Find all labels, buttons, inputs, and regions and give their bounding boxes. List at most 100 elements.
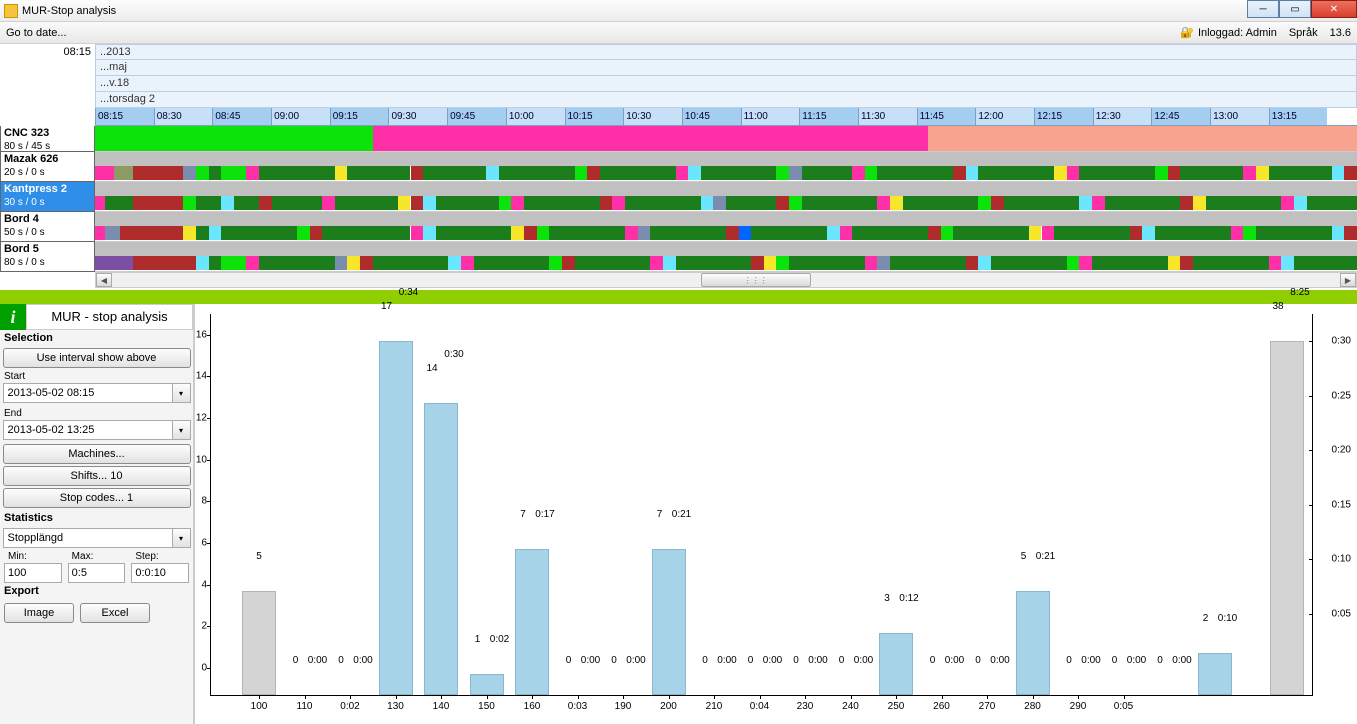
scroll-right-button[interactable]: ▶: [1340, 273, 1356, 287]
export-image-button[interactable]: Image: [4, 603, 74, 623]
end-date-picker-icon[interactable]: ▾: [172, 421, 190, 439]
machine-timeline[interactable]: [95, 212, 1357, 242]
x-tick-label: 150: [478, 701, 495, 712]
date-row[interactable]: ...v.18: [95, 76, 1357, 92]
histogram-chart: 02468101214160:050:100:150:200:250:30500…: [195, 304, 1357, 724]
date-row[interactable]: ..2013: [95, 44, 1357, 60]
y2-tick-label: 0:30: [1315, 336, 1351, 347]
chart-bar[interactable]: [879, 633, 913, 695]
use-interval-button[interactable]: Use interval show above: [3, 348, 191, 368]
stopcodes-button[interactable]: Stop codes... 1: [3, 488, 191, 508]
bar-count-label: 5: [256, 551, 262, 562]
date-row[interactable]: ...maj: [95, 60, 1357, 76]
bar-count-label: 0: [611, 655, 617, 666]
bar-time-label: 0:00: [808, 655, 827, 666]
bar-count-label: 0: [1157, 655, 1163, 666]
machine-row: CNC 32380 s / 45 s: [0, 126, 1357, 152]
panel-header: i MUR - stop analysis: [0, 304, 193, 330]
machine-row: Bord 580 s / 0 s: [0, 242, 1357, 272]
chart-bar[interactable]: [242, 591, 276, 695]
bar-time-label: 0:21: [1036, 551, 1055, 562]
date-row[interactable]: ...torsdag 2: [95, 92, 1357, 108]
bar-time-label: 0:00: [1172, 655, 1191, 666]
divider-bar: [0, 290, 1357, 304]
start-date-input[interactable]: 2013-05-02 08:15▾: [3, 383, 191, 403]
bar-time-label: 0:00: [581, 655, 600, 666]
clock-label: 08:15: [0, 44, 95, 60]
machine-timeline[interactable]: [95, 152, 1357, 182]
titlebar: MUR-Stop analysis: [0, 0, 1357, 22]
chart-bar[interactable]: [424, 403, 458, 695]
machine-label[interactable]: Bord 580 s / 0 s: [0, 242, 95, 272]
chart-bar[interactable]: [379, 341, 413, 695]
end-date-input[interactable]: 2013-05-02 13:25▾: [3, 420, 191, 440]
y-tick-label: 12: [193, 413, 207, 424]
time-tick: 09:15: [330, 108, 389, 125]
chart-bar[interactable]: [1198, 653, 1232, 695]
x-tick-label: 200: [660, 701, 677, 712]
chart-bar[interactable]: [515, 549, 549, 695]
time-tick: 10:15: [565, 108, 624, 125]
app-icon: [4, 4, 18, 18]
time-tick: 10:30: [623, 108, 682, 125]
machine-timeline[interactable]: [95, 242, 1357, 272]
date-hierarchy: 08:15 ..2013...maj...v.18...torsdag 2 08…: [0, 44, 1357, 126]
bar-count-label: 0: [1066, 655, 1072, 666]
step-label: Step:: [131, 550, 189, 563]
selection-header: Selection: [0, 330, 193, 346]
bar-count-label: 7: [657, 509, 663, 520]
y-tick-label: 4: [193, 579, 207, 590]
scrollbar-thumb[interactable]: ⋮⋮⋮: [701, 273, 811, 287]
bar-count-label: 5: [1021, 551, 1027, 562]
goto-date-menu[interactable]: Go to date...: [6, 27, 67, 39]
start-label: Start: [0, 370, 193, 383]
chart-bar[interactable]: [470, 674, 504, 695]
statistics-combo[interactable]: Stopplängd▾: [3, 528, 191, 548]
logged-in-status[interactable]: 🔐Inloggad: Admin: [1180, 26, 1277, 40]
horizontal-scrollbar[interactable]: ◀ ⋮⋮⋮ ▶: [95, 272, 1357, 288]
time-tick: 09:45: [447, 108, 506, 125]
x-tick-label: 0:03: [568, 701, 587, 712]
export-excel-button[interactable]: Excel: [80, 603, 150, 623]
bar-count-label: 3: [884, 593, 890, 604]
step-input[interactable]: [131, 563, 189, 583]
machine-label[interactable]: CNC 32380 s / 45 s: [0, 126, 95, 152]
close-button[interactable]: ✕: [1311, 0, 1357, 18]
machine-label[interactable]: Mazak 62620 s / 0 s: [0, 152, 95, 182]
panel-title: MUR - stop analysis: [26, 304, 193, 330]
time-tick: 11:00: [741, 108, 800, 125]
start-date-picker-icon[interactable]: ▾: [172, 384, 190, 402]
language-menu[interactable]: Språk: [1289, 27, 1318, 39]
bar-time-label: 0:30: [444, 349, 463, 360]
x-tick-label: 0:04: [750, 701, 769, 712]
time-tick: 11:45: [917, 108, 976, 125]
version-label: 13.6: [1330, 27, 1351, 39]
min-input[interactable]: [4, 563, 62, 583]
scroll-left-button[interactable]: ◀: [96, 273, 112, 287]
chevron-down-icon[interactable]: ▾: [172, 529, 190, 547]
machines-button[interactable]: Machines...: [3, 444, 191, 464]
bar-count-label: 0: [338, 655, 344, 666]
chart-bar[interactable]: [1270, 341, 1304, 695]
time-tick: 08:45: [212, 108, 271, 125]
chart-bar[interactable]: [1016, 591, 1050, 695]
maximize-button[interactable]: ▭: [1279, 0, 1311, 18]
machine-timeline[interactable]: [95, 182, 1357, 212]
lower-panel: i MUR - stop analysis Selection Use inte…: [0, 304, 1357, 724]
chart-bar[interactable]: [652, 549, 686, 695]
bar-count-label: 0: [930, 655, 936, 666]
x-tick-label: 0:02: [340, 701, 359, 712]
machine-label[interactable]: Bord 450 s / 0 s: [0, 212, 95, 242]
bar-time-label: 0:34: [399, 287, 418, 298]
machine-label[interactable]: Kantpress 230 s / 0 s: [0, 182, 95, 212]
y-tick-label: 0: [193, 663, 207, 674]
x-tick-label: 110: [297, 701, 313, 712]
max-input[interactable]: [68, 563, 126, 583]
minimize-button[interactable]: ─: [1247, 0, 1279, 18]
bar-time-label: 0:02: [490, 634, 509, 645]
max-label: Max:: [68, 550, 126, 563]
shifts-button[interactable]: Shifts... 10: [3, 466, 191, 486]
time-tick: 09:30: [388, 108, 447, 125]
bar-count-label: 7: [520, 509, 526, 520]
machine-timeline[interactable]: [95, 126, 1357, 152]
